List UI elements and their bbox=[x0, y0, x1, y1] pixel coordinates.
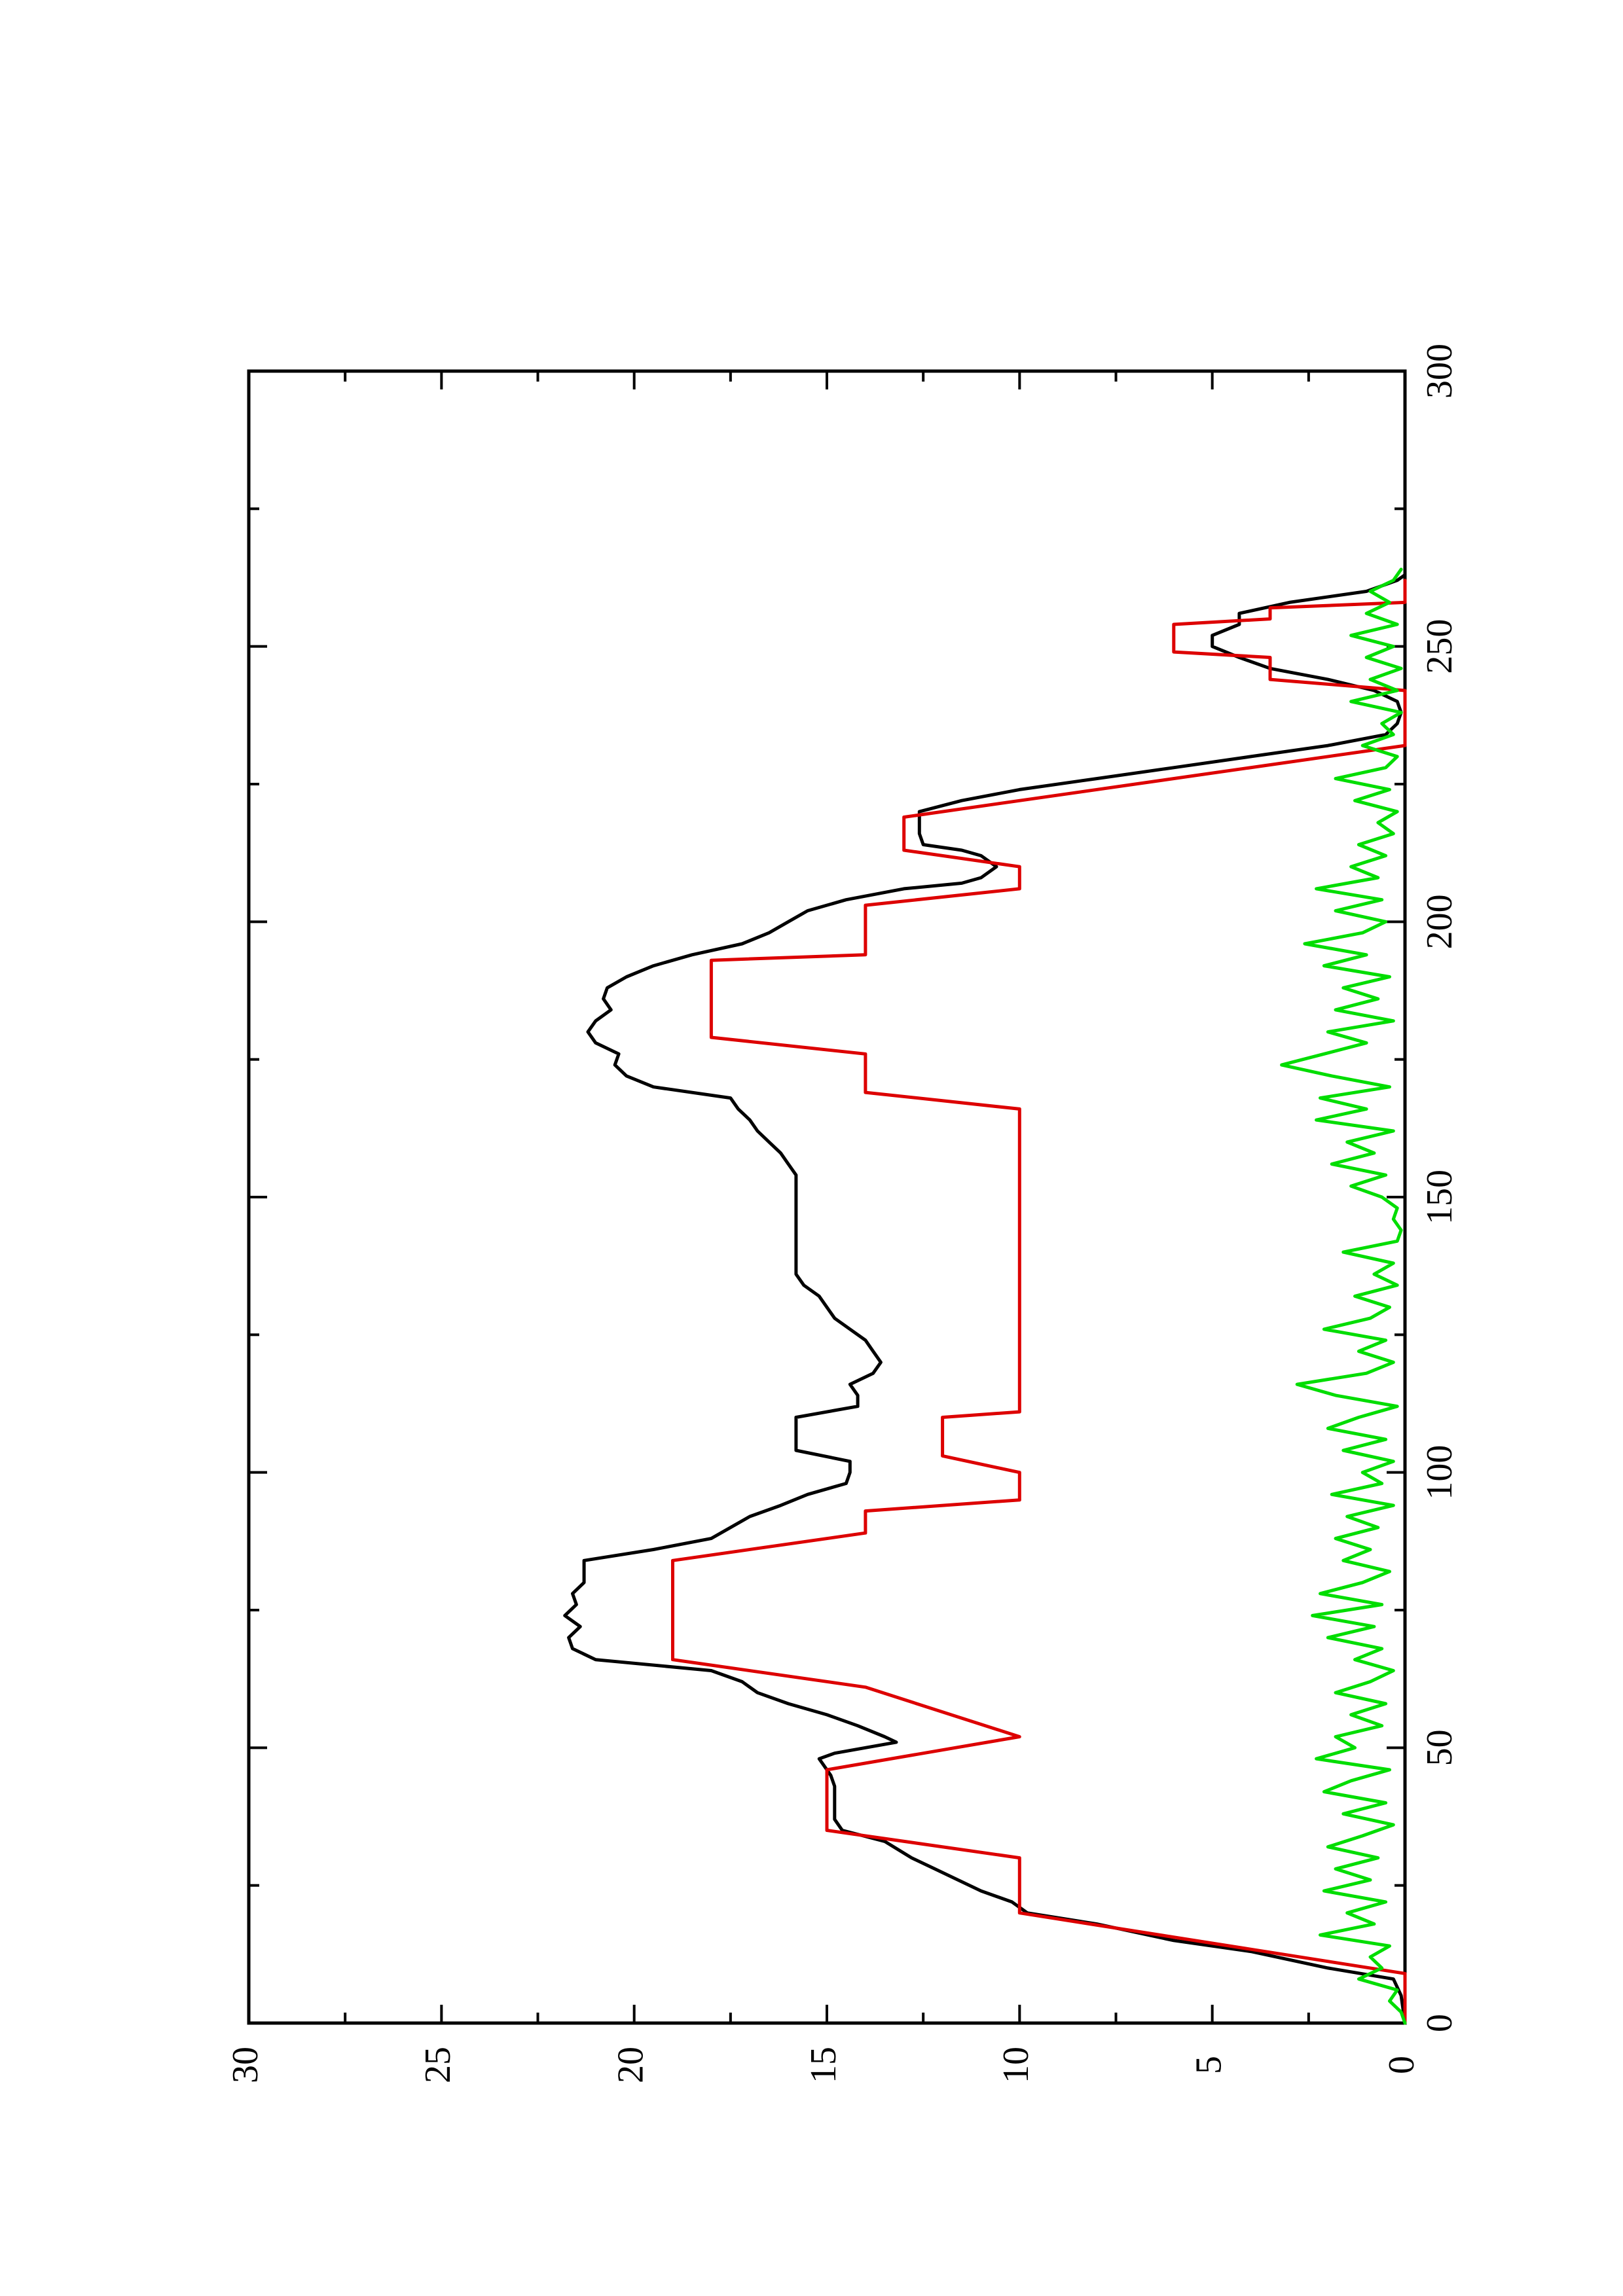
series-line-1 bbox=[563, 573, 1407, 2025]
y-tick-label: 30 bbox=[225, 2047, 266, 2083]
y-tick-label: 5 bbox=[1189, 2056, 1230, 2074]
x-tick-label: 100 bbox=[1419, 1445, 1460, 1500]
y-tick-label: 15 bbox=[803, 2047, 844, 2083]
x-tick-label: 150 bbox=[1419, 1170, 1460, 1225]
axis-tick-labels: 0 50 100 150 200 250 300 0 5 10 15 20 25 30 bbox=[225, 344, 1460, 2083]
y-tick-label: 20 bbox=[611, 2047, 651, 2083]
x-tick-label: 200 bbox=[1419, 894, 1460, 949]
x-tick-label: 0 bbox=[1419, 2014, 1460, 2032]
series-group bbox=[563, 567, 1407, 2025]
series-line-2 bbox=[671, 579, 1407, 2025]
x-tick-label: 300 bbox=[1419, 344, 1460, 399]
x-tick-label: 50 bbox=[1419, 1729, 1460, 1766]
y-tick-label: 0 bbox=[1381, 2056, 1422, 2074]
series-line-3 bbox=[1280, 567, 1407, 2025]
y-tick-label: 10 bbox=[996, 2047, 1036, 2083]
x-tick-label: 250 bbox=[1419, 619, 1460, 674]
axis-ticks bbox=[247, 370, 1406, 2024]
y-tick-label: 25 bbox=[418, 2047, 458, 2083]
